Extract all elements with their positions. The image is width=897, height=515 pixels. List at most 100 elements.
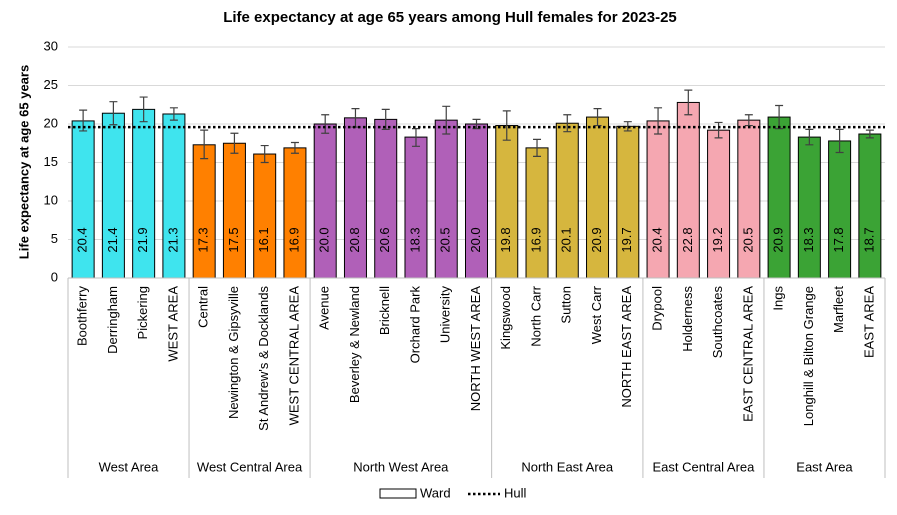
x-tick-label: Drypool bbox=[649, 286, 664, 331]
legend-swatch bbox=[379, 488, 417, 499]
x-tick-label: Boothferry bbox=[75, 286, 90, 346]
y-tick-label: 30 bbox=[44, 38, 58, 53]
bar bbox=[313, 123, 337, 279]
bar bbox=[767, 116, 791, 279]
bar bbox=[646, 120, 670, 279]
error-bar bbox=[290, 141, 299, 154]
bar bbox=[586, 116, 610, 279]
error-bar bbox=[442, 105, 451, 135]
bar bbox=[465, 123, 488, 279]
bar bbox=[707, 129, 731, 279]
error-bar bbox=[260, 144, 269, 164]
x-tick-label: St Andrew's & Docklands bbox=[256, 286, 271, 431]
value-label: 20.0 bbox=[317, 227, 332, 252]
bar bbox=[253, 153, 277, 279]
bar bbox=[828, 140, 852, 279]
error-bar bbox=[775, 104, 784, 130]
group-label: West Area bbox=[99, 459, 160, 474]
value-label: 17.3 bbox=[196, 227, 211, 252]
error-bar bbox=[381, 108, 390, 130]
legend-label: Hull bbox=[504, 485, 527, 500]
value-label: 20.9 bbox=[589, 227, 604, 252]
error-bar bbox=[321, 114, 330, 134]
x-tick-label: Bricknell bbox=[377, 286, 392, 335]
error-bar bbox=[805, 128, 814, 146]
error-bar bbox=[109, 101, 118, 126]
x-tick-label: Kingswood bbox=[498, 286, 513, 350]
bar bbox=[404, 136, 428, 279]
bar bbox=[555, 122, 579, 279]
x-tick-label: Sutton bbox=[559, 286, 574, 324]
value-label: 18.3 bbox=[801, 227, 816, 252]
value-label: 16.9 bbox=[286, 227, 301, 252]
error-bar bbox=[169, 107, 178, 121]
group-label: West Central Area bbox=[197, 459, 303, 474]
error-bar bbox=[623, 121, 632, 132]
error-bar bbox=[654, 107, 663, 135]
x-tick-label: Orchard Park bbox=[407, 286, 422, 364]
value-label: 20.9 bbox=[771, 227, 786, 252]
error-bar bbox=[744, 114, 753, 127]
error-bar bbox=[472, 118, 481, 130]
group-label: East Central Area bbox=[652, 459, 755, 474]
group-label: North West Area bbox=[353, 459, 449, 474]
x-tick-label: NORTH EAST AREA bbox=[619, 286, 634, 408]
value-label: 20.4 bbox=[649, 227, 664, 252]
chart-title: Life expectancy at age 65 years among Hu… bbox=[223, 9, 677, 26]
y-tick-label: 20 bbox=[44, 115, 58, 130]
bar bbox=[374, 118, 398, 279]
value-label: 19.8 bbox=[498, 227, 513, 252]
bar bbox=[343, 117, 367, 279]
x-tick-label: Avenue bbox=[317, 286, 332, 330]
x-tick-label: Beverley & Newland bbox=[347, 286, 362, 403]
value-label: 21.4 bbox=[105, 227, 120, 252]
y-axis-label: Life expectancy at age 65 years bbox=[16, 65, 31, 259]
bar bbox=[737, 119, 761, 279]
value-label: 16.9 bbox=[528, 227, 543, 252]
value-label: 20.8 bbox=[347, 227, 362, 252]
x-tick-label: Derringham bbox=[105, 286, 120, 354]
x-tick-label: Newington & Gipsyville bbox=[226, 286, 241, 419]
error-bar bbox=[502, 110, 511, 141]
error-bar bbox=[411, 128, 420, 147]
error-bar bbox=[139, 96, 148, 123]
x-tick-label: Central bbox=[196, 286, 211, 328]
bar bbox=[283, 147, 307, 279]
group-label: East Area bbox=[796, 459, 853, 474]
bar bbox=[858, 133, 882, 279]
error-bar bbox=[684, 89, 693, 116]
y-tick-label: 10 bbox=[44, 192, 58, 207]
x-tick-label: NORTH WEST AREA bbox=[468, 286, 483, 412]
y-tick-label: 0 bbox=[51, 269, 58, 284]
error-bar bbox=[714, 121, 723, 139]
x-tick-label: North Carr bbox=[528, 285, 543, 346]
y-tick-label: 15 bbox=[44, 154, 58, 169]
value-label: 20.4 bbox=[75, 227, 90, 252]
error-bar bbox=[563, 114, 572, 133]
x-tick-label: Longhill & Bilton Grange bbox=[801, 286, 816, 426]
value-label: 17.8 bbox=[831, 227, 846, 252]
bar bbox=[434, 119, 458, 279]
legend-label: Ward bbox=[420, 485, 451, 500]
bar bbox=[616, 125, 640, 279]
x-tick-label: Holderness bbox=[680, 286, 695, 352]
x-tick-label: Marfleet bbox=[831, 286, 846, 333]
error-bar bbox=[865, 129, 874, 139]
bar bbox=[525, 147, 549, 279]
value-label: 20.0 bbox=[468, 227, 483, 252]
value-label: 22.8 bbox=[680, 227, 695, 252]
x-tick-label: Pickering bbox=[135, 286, 150, 339]
bar bbox=[71, 120, 95, 279]
bar bbox=[192, 144, 216, 279]
x-tick-label: WEST CENTRAL AREA bbox=[286, 286, 301, 426]
value-label: 20.5 bbox=[438, 227, 453, 252]
y-tick-label: 25 bbox=[44, 77, 58, 92]
value-label: 20.6 bbox=[377, 227, 392, 252]
bar bbox=[222, 142, 246, 279]
x-tick-label: Ings bbox=[771, 286, 786, 311]
error-bar bbox=[593, 108, 602, 127]
value-label: 17.5 bbox=[226, 227, 241, 252]
value-label: 19.2 bbox=[710, 227, 725, 252]
value-label: 19.7 bbox=[619, 227, 634, 252]
